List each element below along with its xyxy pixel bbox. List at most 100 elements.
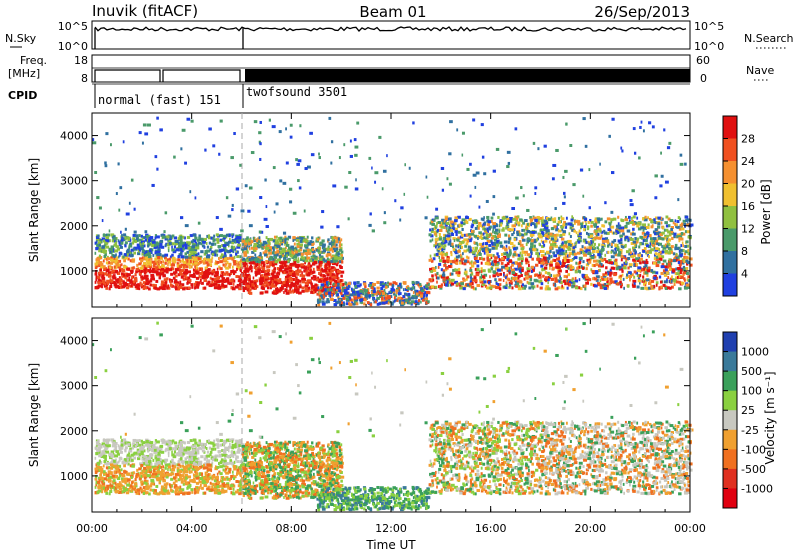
power-cell (592, 238, 595, 242)
power-cell (95, 239, 98, 243)
power-cell (192, 268, 195, 272)
power-cell (222, 236, 226, 240)
power-cell (516, 221, 521, 225)
power-cell (422, 298, 425, 302)
power-cell (145, 269, 149, 273)
power-cell (492, 274, 496, 278)
power-cell (446, 226, 448, 230)
power-cell (577, 234, 581, 238)
power-cell (108, 261, 111, 265)
power-cell (493, 260, 497, 264)
power-cell (258, 262, 261, 266)
power-cell (184, 255, 189, 259)
power-cell (144, 238, 148, 242)
power-cell (610, 245, 613, 249)
power-cell (142, 236, 145, 240)
power-cell (336, 300, 341, 304)
power-cell (287, 235, 292, 239)
power-cell (496, 252, 499, 256)
power-cell (666, 271, 669, 275)
power-cell (195, 258, 200, 262)
power-cell (449, 272, 452, 276)
power-echoes (92, 116, 694, 307)
power-cell (385, 283, 387, 287)
power-cell (289, 287, 292, 291)
power-cell (557, 263, 560, 267)
power-cell (276, 235, 278, 239)
power-cell (261, 243, 265, 247)
power-cell (586, 227, 590, 231)
power-cell (159, 272, 164, 276)
power-cell (597, 236, 601, 240)
power-cell (620, 285, 623, 289)
power-cell (536, 237, 539, 241)
power-cell (438, 242, 442, 246)
power-cell (598, 259, 602, 263)
power-cell (279, 288, 283, 292)
power-cell (267, 238, 270, 242)
power-cell (575, 231, 578, 235)
power-cell (132, 233, 137, 237)
power-cell (656, 241, 659, 245)
power-cell (141, 237, 144, 241)
power-cell (223, 238, 225, 242)
power-cell (556, 251, 561, 255)
power-cell (662, 226, 665, 230)
power-cell (274, 260, 279, 264)
power-cell (336, 256, 341, 260)
power-cell (450, 265, 453, 269)
power-cell (183, 243, 188, 247)
power-cell (394, 298, 399, 302)
power-cell (384, 293, 388, 297)
power-cell (228, 273, 231, 277)
power-cell (473, 241, 476, 245)
power-cell (676, 220, 680, 224)
power-cell (269, 247, 272, 251)
power-cell (194, 243, 198, 247)
power-cell (200, 267, 204, 271)
power-cell (425, 290, 430, 294)
power-cell (257, 260, 262, 264)
power-cell (349, 293, 354, 297)
power-cell (184, 268, 188, 272)
power-cell (486, 219, 489, 223)
noise-trace (94, 26, 687, 32)
power-cell (458, 267, 461, 271)
power-cell (689, 246, 692, 250)
power-cell (438, 255, 441, 259)
power-cell (363, 282, 367, 286)
power-cell (496, 234, 501, 238)
power-cell (156, 263, 160, 267)
power-cell (142, 281, 147, 285)
power-cell (661, 237, 665, 241)
power-cell (444, 215, 449, 219)
power-cell (599, 229, 602, 233)
power-cell (285, 280, 289, 284)
power-cell (648, 266, 651, 270)
power-cell (97, 271, 101, 275)
power-cell (103, 284, 108, 288)
power-cell (444, 261, 446, 265)
power-cell (653, 246, 656, 250)
power-cell (599, 283, 602, 287)
power-cell (660, 271, 664, 275)
power-cell (685, 271, 689, 275)
power-cell (631, 216, 633, 220)
power-cell (676, 235, 680, 239)
power-cell (160, 245, 165, 249)
power-cell (542, 241, 544, 245)
power-cell (236, 255, 240, 259)
power-cell (436, 271, 439, 275)
power-cell (684, 230, 688, 234)
power-cell (98, 254, 101, 258)
power-cell (211, 252, 216, 256)
power-cell (260, 263, 263, 267)
power-cell (499, 272, 502, 276)
power-cell (663, 272, 667, 276)
power-cell (425, 293, 428, 297)
power-cell (151, 244, 154, 248)
power-cell (391, 283, 395, 287)
power-cell (230, 279, 234, 283)
power-cell (110, 266, 113, 270)
